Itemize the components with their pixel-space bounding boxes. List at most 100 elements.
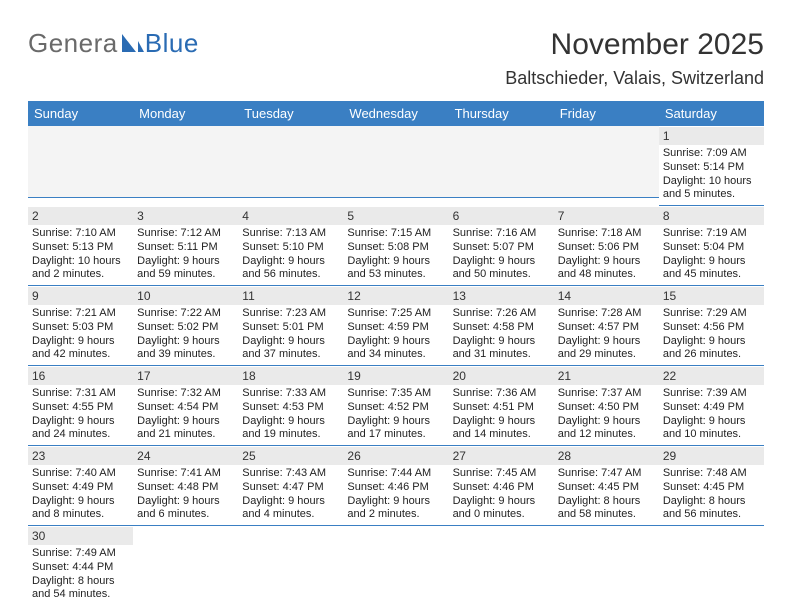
month-title: November 2025	[505, 28, 764, 62]
weekday-header: Saturday	[659, 101, 764, 126]
calendar-cell: 28Sunrise: 7:47 AMSunset: 4:45 PMDayligh…	[554, 446, 659, 526]
day-number: 30	[28, 527, 133, 545]
sunrise-text: Sunrise: 7:19 AM	[663, 227, 760, 241]
day-info: Sunrise: 7:35 AMSunset: 4:52 PMDaylight:…	[347, 387, 444, 442]
logo-word1: Genera	[28, 28, 118, 59]
daylight-text: Daylight: 9 hours and 37 minutes.	[242, 335, 339, 363]
sunset-text: Sunset: 4:49 PM	[32, 481, 129, 495]
day-number: 19	[343, 367, 448, 385]
sunset-text: Sunset: 4:48 PM	[137, 481, 234, 495]
daylight-text: Daylight: 10 hours and 5 minutes.	[663, 175, 760, 203]
daylight-text: Daylight: 9 hours and 12 minutes.	[558, 415, 655, 443]
logo: Genera Blue	[28, 28, 199, 59]
day-info: Sunrise: 7:37 AMSunset: 4:50 PMDaylight:…	[558, 387, 655, 442]
daylight-text: Daylight: 9 hours and 24 minutes.	[32, 415, 129, 443]
day-number: 13	[449, 287, 554, 305]
day-info: Sunrise: 7:43 AMSunset: 4:47 PMDaylight:…	[242, 467, 339, 522]
calendar-cell	[238, 126, 343, 198]
calendar-cell: 17Sunrise: 7:32 AMSunset: 4:54 PMDayligh…	[133, 366, 238, 446]
calendar-cell: 24Sunrise: 7:41 AMSunset: 4:48 PMDayligh…	[133, 446, 238, 526]
weekday-header: Tuesday	[238, 101, 343, 126]
day-number: 17	[133, 367, 238, 385]
weekday-header: Sunday	[28, 101, 133, 126]
day-number: 27	[449, 447, 554, 465]
sunset-text: Sunset: 4:50 PM	[558, 401, 655, 415]
day-info: Sunrise: 7:26 AMSunset: 4:58 PMDaylight:…	[453, 307, 550, 362]
calendar-cell: 18Sunrise: 7:33 AMSunset: 4:53 PMDayligh…	[238, 366, 343, 446]
calendar-cell	[343, 126, 448, 198]
calendar-cell	[28, 126, 133, 198]
day-info: Sunrise: 7:33 AMSunset: 4:53 PMDaylight:…	[242, 387, 339, 442]
day-number: 4	[238, 207, 343, 225]
day-info: Sunrise: 7:23 AMSunset: 5:01 PMDaylight:…	[242, 307, 339, 362]
sunrise-text: Sunrise: 7:32 AM	[137, 387, 234, 401]
daylight-text: Daylight: 9 hours and 19 minutes.	[242, 415, 339, 443]
daylight-text: Daylight: 9 hours and 56 minutes.	[242, 255, 339, 283]
sunrise-text: Sunrise: 7:18 AM	[558, 227, 655, 241]
sunset-text: Sunset: 4:54 PM	[137, 401, 234, 415]
calendar-body: 1Sunrise: 7:09 AMSunset: 5:14 PMDaylight…	[28, 126, 764, 605]
day-info: Sunrise: 7:39 AMSunset: 4:49 PMDaylight:…	[663, 387, 760, 442]
calendar-cell	[659, 526, 764, 598]
sail-icon	[120, 32, 144, 59]
sunrise-text: Sunrise: 7:45 AM	[453, 467, 550, 481]
day-number: 21	[554, 367, 659, 385]
sunrise-text: Sunrise: 7:25 AM	[347, 307, 444, 321]
calendar-cell: 4Sunrise: 7:13 AMSunset: 5:10 PMDaylight…	[238, 206, 343, 286]
calendar-cell	[343, 526, 448, 598]
calendar-cell: 9Sunrise: 7:21 AMSunset: 5:03 PMDaylight…	[28, 286, 133, 366]
sunset-text: Sunset: 4:58 PM	[453, 321, 550, 335]
day-number: 15	[659, 287, 764, 305]
day-info: Sunrise: 7:09 AMSunset: 5:14 PMDaylight:…	[663, 147, 760, 202]
calendar-cell: 25 Sunrise: 7:43 AMSunset: 4:47 PMDayligh…	[238, 446, 343, 526]
calendar-cell: 27Sunrise: 7:45 AMSunset: 4:46 PMDayligh…	[449, 446, 554, 526]
calendar-cell	[449, 126, 554, 198]
daylight-text: Daylight: 9 hours and 26 minutes.	[663, 335, 760, 363]
day-number: 29	[659, 447, 764, 465]
day-number: 10	[133, 287, 238, 305]
daylight-text: Daylight: 9 hours and 59 minutes.	[137, 255, 234, 283]
sunset-text: Sunset: 5:02 PM	[137, 321, 234, 335]
sunrise-text: Sunrise: 7:35 AM	[347, 387, 444, 401]
sunrise-text: Sunrise: 7:10 AM	[32, 227, 129, 241]
sunset-text: Sunset: 5:06 PM	[558, 241, 655, 255]
day-info: Sunrise: 7:48 AMSunset: 4:45 PMDaylight:…	[663, 467, 760, 522]
title-block: November 2025 Baltschieder, Valais, Swit…	[505, 28, 764, 89]
sunset-text: Sunset: 4:45 PM	[558, 481, 655, 495]
calendar-cell: 7Sunrise: 7:18 AMSunset: 5:06 PMDaylight…	[554, 206, 659, 286]
day-info: Sunrise: 7:49 AMSunset: 4:44 PMDaylight:…	[32, 547, 129, 602]
calendar-cell: 15Sunrise: 7:29 AMSunset: 4:56 PMDayligh…	[659, 286, 764, 366]
sunrise-text: Sunrise: 7:26 AM	[453, 307, 550, 321]
daylight-text: Daylight: 10 hours and 2 minutes.	[32, 255, 129, 283]
sunset-text: Sunset: 5:11 PM	[137, 241, 234, 255]
day-info: Sunrise: 7:28 AMSunset: 4:57 PMDaylight:…	[558, 307, 655, 362]
location: Baltschieder, Valais, Switzerland	[505, 68, 764, 89]
day-info: Sunrise: 7:44 AMSunset: 4:46 PMDaylight:…	[347, 467, 444, 522]
calendar-cell	[238, 526, 343, 598]
weekday-header: Monday	[133, 101, 238, 126]
calendar-cell: 21 Sunrise: 7:37 AMSunset: 4:50 PMDayligh…	[554, 366, 659, 446]
sunset-text: Sunset: 4:57 PM	[558, 321, 655, 335]
daylight-text: Daylight: 9 hours and 2 minutes.	[347, 495, 444, 523]
daylight-text: Daylight: 9 hours and 8 minutes.	[32, 495, 129, 523]
day-info: Sunrise: 7:16 AMSunset: 5:07 PMDaylight:…	[453, 227, 550, 282]
weekday-header: Wednesday	[343, 101, 448, 126]
sunrise-text: Sunrise: 7:09 AM	[663, 147, 760, 161]
daylight-text: Daylight: 9 hours and 48 minutes.	[558, 255, 655, 283]
day-info: Sunrise: 7:21 AMSunset: 5:03 PMDaylight:…	[32, 307, 129, 362]
calendar-cell: 26Sunrise: 7:44 AMSunset: 4:46 PMDayligh…	[343, 446, 448, 526]
logo-word2: Blue	[145, 28, 199, 59]
day-info: Sunrise: 7:22 AMSunset: 5:02 PMDaylight:…	[137, 307, 234, 362]
daylight-text: Daylight: 9 hours and 31 minutes.	[453, 335, 550, 363]
sunrise-text: Sunrise: 7:16 AM	[453, 227, 550, 241]
calendar-cell: 19 Sunrise: 7:35 AMSunset: 4:52 PMDayligh…	[343, 366, 448, 446]
day-info: Sunrise: 7:36 AMSunset: 4:51 PMDaylight:…	[453, 387, 550, 442]
sunset-text: Sunset: 4:46 PM	[453, 481, 550, 495]
sunset-text: Sunset: 4:46 PM	[347, 481, 444, 495]
calendar-cell: 12Sunrise: 7:25 AMSunset: 4:59 PMDayligh…	[343, 286, 448, 366]
daylight-text: Daylight: 9 hours and 45 minutes.	[663, 255, 760, 283]
day-info: Sunrise: 7:15 AMSunset: 5:08 PMDaylight:…	[347, 227, 444, 282]
calendar-cell	[449, 526, 554, 598]
day-info: Sunrise: 7:41 AMSunset: 4:48 PMDaylight:…	[137, 467, 234, 522]
day-number: 25	[238, 447, 343, 465]
